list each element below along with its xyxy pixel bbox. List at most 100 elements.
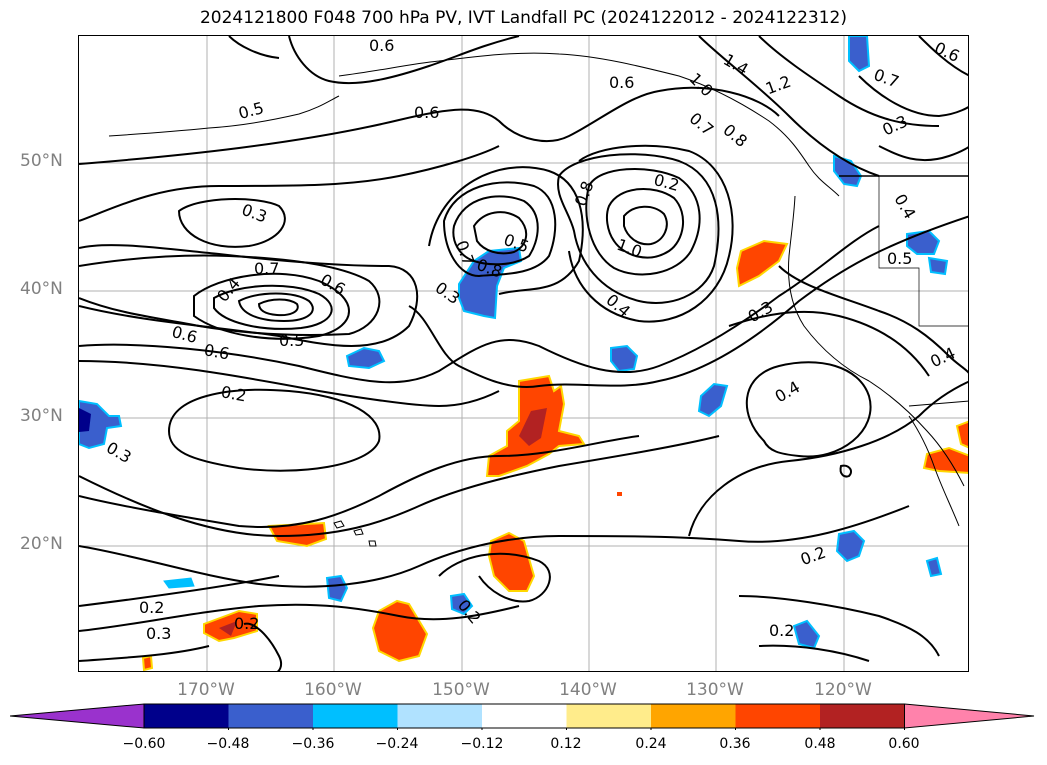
colorbar-segment xyxy=(651,704,736,728)
contour-label: 0.3 xyxy=(103,438,135,467)
colorbar-tick-label: −0.12 xyxy=(460,736,504,752)
colorbar-segment xyxy=(144,704,229,728)
negative-blob-baja xyxy=(925,556,943,578)
colorbar-segment xyxy=(482,704,567,728)
contour-label: 0.2 xyxy=(139,598,164,617)
contour-mid-wave-2 xyxy=(79,360,500,408)
contour-ne-4 xyxy=(878,145,968,162)
positive-pc-shading xyxy=(141,239,968,671)
contour-label: 0.2 xyxy=(652,170,682,195)
negative-blob-nv2 xyxy=(927,256,949,276)
coastlines xyxy=(108,52,968,547)
contour-north-2 xyxy=(79,145,500,222)
contour-mid-wave-1 xyxy=(79,225,880,384)
negative-blob-mid2 xyxy=(610,344,639,373)
contour-far-south xyxy=(79,645,210,662)
positive-dot xyxy=(617,492,622,496)
contour-label: 0.2 xyxy=(234,614,259,633)
lat-label-20n: 20°N xyxy=(20,534,63,554)
negative-blob-south-east xyxy=(835,529,866,563)
colorbar-tick-label: 0.36 xyxy=(719,736,751,752)
contour-north-upper xyxy=(288,36,520,85)
positive-blob-west xyxy=(267,521,328,548)
contour-central-loop-3 xyxy=(472,211,528,255)
contour-ne-3 xyxy=(858,75,968,118)
colorbar-extend-max xyxy=(904,703,1035,729)
lon-label-130w: 130°W xyxy=(686,680,744,700)
contour-south-wave-3 xyxy=(79,505,910,588)
contour-west-jet-2 xyxy=(79,254,381,337)
contour-label: 0.3 xyxy=(239,200,269,227)
contour-label: 0.2 xyxy=(220,382,248,405)
colorbar-extend-min xyxy=(10,703,145,729)
contour-label: 0.7 xyxy=(254,259,279,278)
negative-blob-north xyxy=(848,36,871,73)
lon-label-120w: 120°W xyxy=(814,680,872,700)
negative-blob-mid1 xyxy=(345,346,386,370)
contour-se-loop-2 xyxy=(688,380,968,537)
colorbar-tick-label: −0.36 xyxy=(291,736,335,752)
negative-blob-south-west1 xyxy=(325,574,349,603)
coast-alaska xyxy=(338,52,840,197)
contour-east-loop-outer xyxy=(568,144,734,323)
coast-na-west xyxy=(788,195,965,487)
contour-ne-1 xyxy=(698,36,880,177)
positive-core-central xyxy=(519,408,547,446)
lon-label-150w: 150°W xyxy=(432,680,490,700)
contour-south-wave-4 xyxy=(79,603,520,632)
colorbar-tick-label: −0.60 xyxy=(122,736,166,752)
coast-aleutians xyxy=(108,95,340,137)
negative-pc-shading xyxy=(79,36,949,650)
contour-label: 0.5 xyxy=(279,331,304,350)
contour-south-wave-1 xyxy=(79,435,640,528)
contour-se-small xyxy=(839,464,852,478)
lat-label-30n: 30°N xyxy=(20,406,63,426)
map-plot: 0.6 1.4 0.6 1.0 1.2 0.7 0.6 0.5 0.6 0.7 … xyxy=(79,36,968,671)
colorbar-tick-label: 0.60 xyxy=(888,736,920,752)
colorbar-segment xyxy=(313,704,398,728)
contour-north-arc xyxy=(79,86,780,165)
contour-east-loop-2 xyxy=(585,168,701,276)
negative-core-west-edge xyxy=(79,408,91,432)
colorbar-segments xyxy=(10,703,1035,730)
contour-label: 0.3 xyxy=(879,111,910,139)
contour-label: 0.2 xyxy=(798,543,828,570)
contour-label: 0.3 xyxy=(146,624,171,643)
positive-blob-south xyxy=(371,599,429,663)
colorbar-segment xyxy=(397,704,482,728)
contour-label: 0.8 xyxy=(719,120,751,151)
contour-west-inner-4 xyxy=(257,298,299,317)
positive-blob-mexico2 xyxy=(955,420,968,449)
contour-labels: 0.6 1.4 0.6 1.0 1.2 0.7 0.6 0.5 0.6 0.7 … xyxy=(103,36,962,643)
contour-label: 0.6 xyxy=(932,38,963,66)
lon-label-170w: 170°W xyxy=(177,680,235,700)
contour-label: 0.5 xyxy=(887,249,912,268)
positive-blob-mexico xyxy=(922,446,968,474)
contour-label: 0.4 xyxy=(890,191,919,223)
colorbar-tick-label: −0.48 xyxy=(206,736,250,752)
contour-label: 0.6 xyxy=(414,103,439,122)
pv-contours xyxy=(79,36,968,671)
lon-label-160w: 160°W xyxy=(304,680,362,700)
contour-label: 1.0 xyxy=(686,69,717,100)
contour-label: 0.3 xyxy=(432,278,464,308)
colorbar-segment xyxy=(566,704,651,728)
contour-label: 0.4 xyxy=(602,290,634,321)
colorbar xyxy=(10,703,1035,730)
contour-label: 0.5 xyxy=(236,98,266,123)
lon-label-140w: 140°W xyxy=(559,680,617,700)
negative-blob-mid3 xyxy=(697,382,729,418)
graticule xyxy=(79,36,968,671)
contour-label: 0.2 xyxy=(769,621,794,640)
contour-sw-small xyxy=(243,622,283,671)
negative-blob-west-edge xyxy=(79,399,123,450)
contour-mid-wave-3 xyxy=(408,215,968,388)
contour-east-loop-3 xyxy=(605,188,685,259)
contour-label: 0.7 xyxy=(871,65,901,92)
colorbar-segment xyxy=(820,704,905,728)
negative-blob-south2 xyxy=(449,592,474,616)
contour-east-loop-4 xyxy=(623,205,668,246)
contour-se-loop-1 xyxy=(745,361,872,458)
lat-label-50n: 50°N xyxy=(20,151,63,171)
contour-nw-2 xyxy=(228,36,280,59)
